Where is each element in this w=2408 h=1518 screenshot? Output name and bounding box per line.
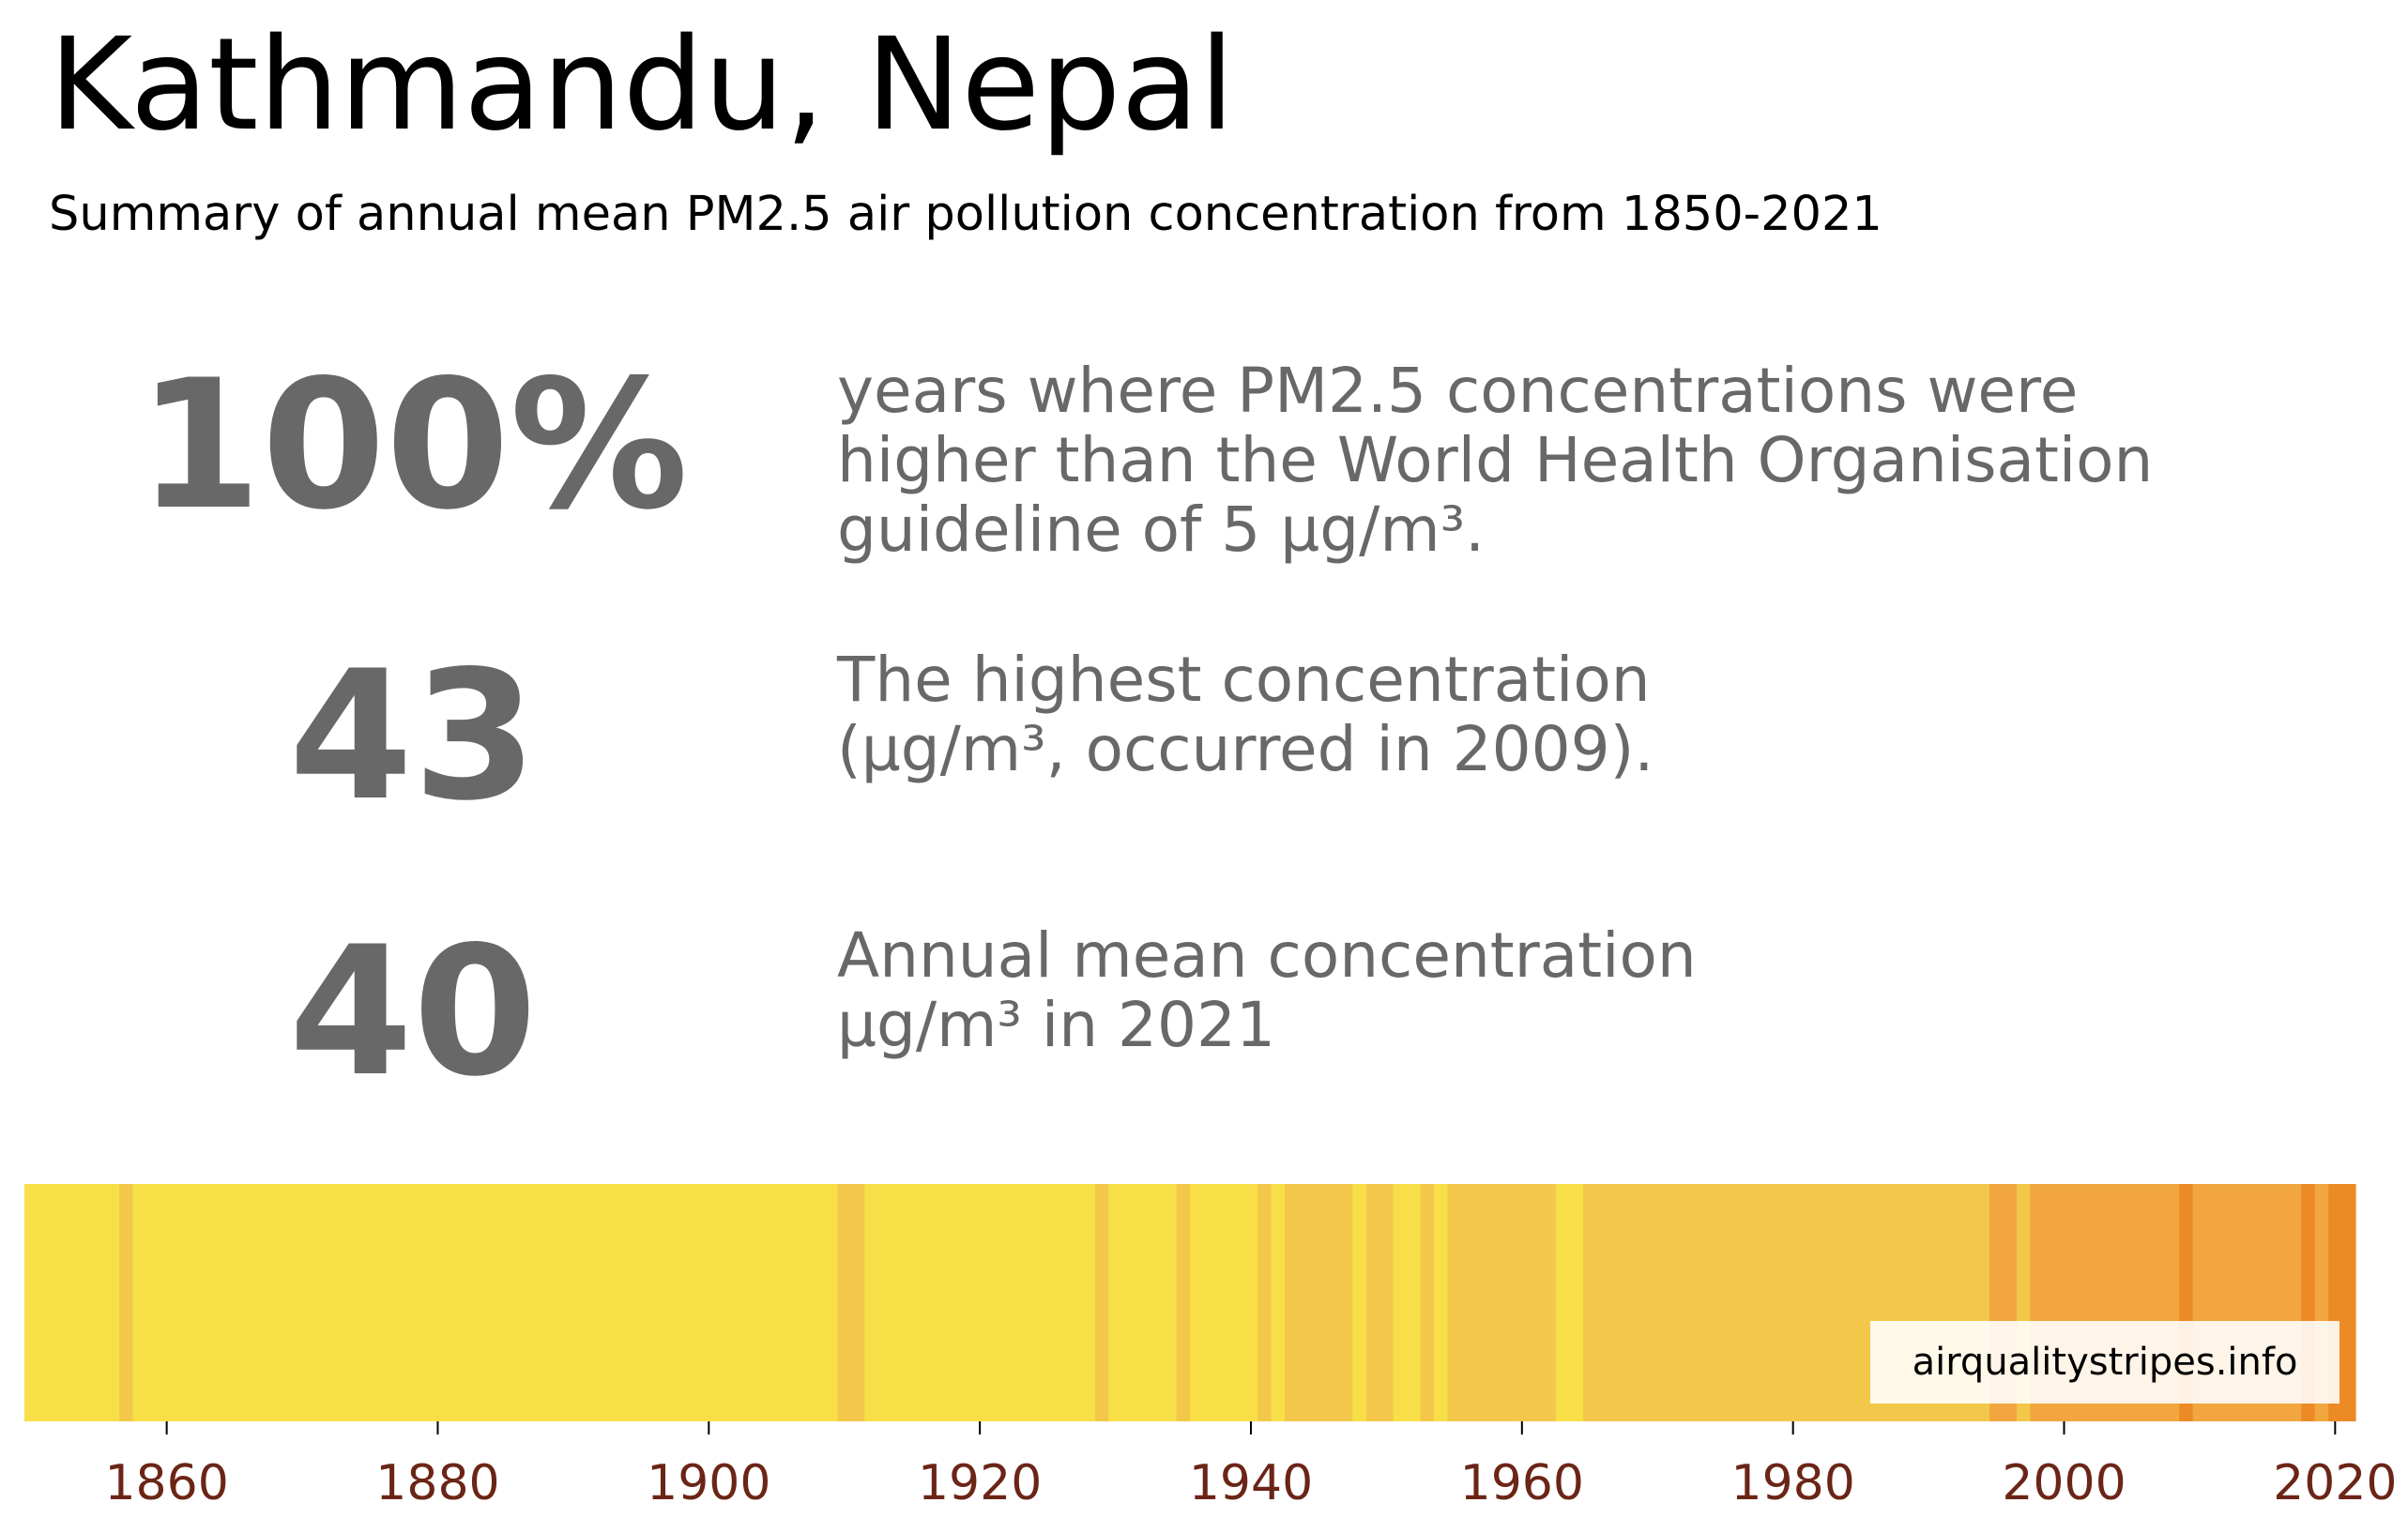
x-axis-tick-label: 1860 <box>104 1455 228 1511</box>
stripe-1858-1909 <box>132 1184 839 1421</box>
stat-value-highest: 43 <box>288 632 538 840</box>
stat-value-latest: 40 <box>288 908 538 1116</box>
x-axis-tick-label: 1940 <box>1189 1455 1313 1511</box>
stripe-1942-1942 <box>1271 1184 1286 1421</box>
x-axis-tick-label: 1900 <box>647 1455 770 1511</box>
stat-description-exceedance: years where PM2.5 concentrations were hi… <box>837 357 2153 565</box>
stripe-1912-1928 <box>864 1184 1096 1421</box>
x-axis-tick-label: 1960 <box>1460 1455 1584 1511</box>
stripe-1930-1934 <box>1108 1184 1178 1421</box>
x-axis-tick-label: 2000 <box>2002 1455 2126 1511</box>
x-axis-tick-label: 1880 <box>375 1455 499 1511</box>
stat-description-line: guideline of 5 µg/m³. <box>837 493 1486 566</box>
stat-description-line: The highest concentration <box>837 644 1651 716</box>
stripe-1955-1962 <box>1447 1184 1557 1421</box>
stripe-1929-1929 <box>1094 1184 1109 1421</box>
x-axis-tick-label: 1920 <box>918 1455 1042 1511</box>
stripe-1963-1964 <box>1555 1184 1584 1421</box>
stripe-1857-1857 <box>119 1184 134 1421</box>
stripe-1953-1953 <box>1420 1184 1435 1421</box>
stripe-1954-1954 <box>1433 1184 1448 1421</box>
page-subtitle: Summary of annual mean PM2.5 air polluti… <box>49 187 1882 242</box>
stripe-1910-1911 <box>837 1184 865 1421</box>
x-axis-tick-label: 1980 <box>1730 1455 1854 1511</box>
source-label: airqualitystripes.info <box>1870 1321 2339 1404</box>
stripe-1935-1935 <box>1176 1184 1191 1421</box>
stat-value-exceedance: 100% <box>137 342 689 549</box>
x-axis-tick-label: 2020 <box>2273 1455 2397 1511</box>
stat-description-line: (µg/m³, occurred in 2009). <box>837 713 1654 785</box>
stripe-1941-1941 <box>1257 1184 1273 1421</box>
stat-description-line: higher than the World Health Organisatio… <box>837 424 2154 496</box>
stat-description-line: µg/m³ in 2021 <box>837 989 1275 1061</box>
stat-description-latest: Annual mean concentration µg/m³ in 2021 <box>837 921 1697 1060</box>
stripe-1943-1947 <box>1285 1184 1353 1421</box>
stripe-1850-1856 <box>24 1184 120 1421</box>
stat-description-line: Annual mean concentration <box>837 919 1697 992</box>
stripe-1949-1950 <box>1365 1184 1395 1421</box>
stripe-1936-1940 <box>1190 1184 1258 1421</box>
stat-description-line: years where PM2.5 concentrations were <box>837 355 2079 427</box>
stripe-1948-1948 <box>1352 1184 1367 1421</box>
stripe-1951-1952 <box>1393 1184 1422 1421</box>
page-title: Kathmandu, Nepal <box>49 11 1235 159</box>
stat-description-highest: The highest concentration (µg/m³, occurr… <box>837 645 1654 784</box>
